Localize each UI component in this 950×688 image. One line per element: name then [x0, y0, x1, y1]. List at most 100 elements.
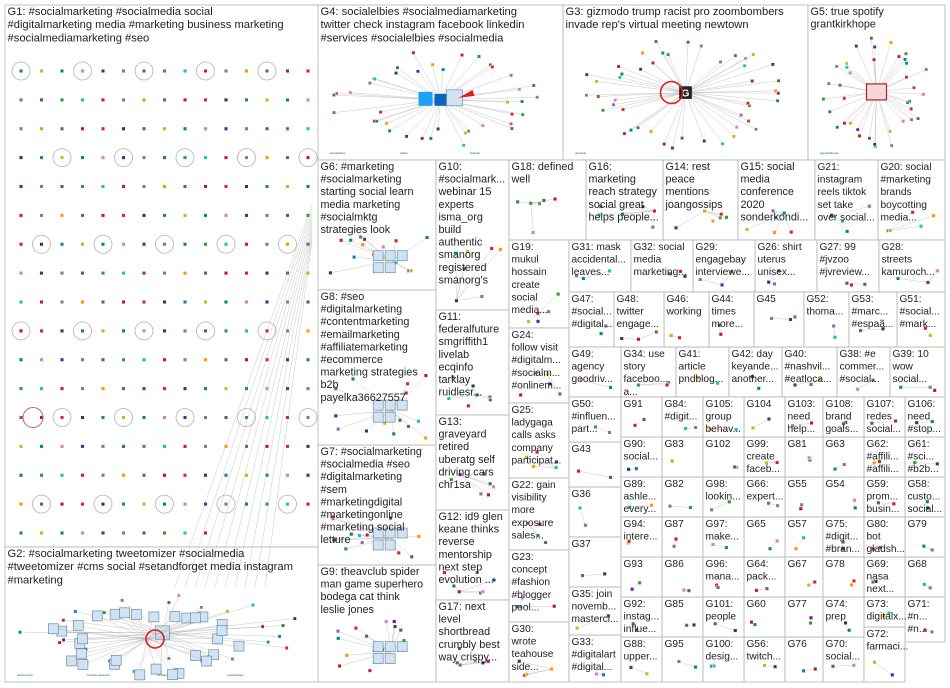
edge	[440, 55, 463, 100]
group-title-g58: G58:	[908, 479, 930, 490]
group-box-g85	[661, 596, 704, 638]
vertex	[162, 328, 167, 333]
group-title-g76: G76	[788, 639, 808, 650]
vertex	[182, 357, 188, 362]
edge	[413, 52, 441, 100]
edge	[685, 92, 778, 102]
group-box-g50	[568, 396, 622, 443]
vertex	[411, 50, 416, 55]
edge	[599, 210, 655, 216]
vertex	[554, 465, 559, 470]
vertex	[141, 386, 147, 391]
vertex	[549, 667, 554, 672]
group-title-g83: G83	[665, 439, 685, 450]
group-box-g99	[743, 436, 786, 478]
vertex	[652, 208, 657, 214]
group-g52	[831, 324, 838, 340]
vertex	[39, 126, 44, 131]
group-title-g72: G72:	[867, 629, 889, 640]
vertex	[59, 328, 65, 333]
group-term: bot	[867, 532, 881, 543]
group-box-g4	[317, 4, 564, 161]
group-title-g59: G59:	[867, 479, 889, 490]
vertex	[336, 636, 341, 641]
group-term: redes	[867, 412, 892, 423]
vertex	[626, 539, 632, 544]
vertex	[790, 423, 795, 428]
group-term: strategies look	[321, 224, 391, 236]
group-g88	[628, 665, 649, 676]
vertex	[524, 672, 529, 677]
vertex	[203, 415, 208, 420]
group-term: busin...	[867, 504, 900, 515]
edge	[395, 72, 441, 101]
vertex	[100, 242, 106, 247]
edge	[146, 638, 240, 647]
vertex	[335, 629, 341, 634]
group-term: over social...	[818, 212, 875, 223]
vertex	[772, 230, 777, 235]
group-g59	[876, 500, 896, 506]
group-title-g31: G31: mask	[572, 242, 622, 253]
vertex	[244, 299, 249, 305]
group-term: digitalx...	[867, 612, 907, 623]
vertex	[764, 586, 769, 591]
vertex	[244, 68, 249, 74]
edge	[456, 251, 468, 301]
vertex	[182, 299, 188, 305]
edge	[81, 638, 147, 655]
vertex	[813, 666, 818, 672]
vertex	[100, 473, 106, 478]
edge	[685, 92, 737, 128]
vertex	[59, 97, 65, 102]
group-term: mentorship	[439, 549, 492, 561]
group-term: chr1sa	[439, 479, 471, 491]
vertex	[640, 51, 645, 55]
vertex	[182, 386, 188, 391]
group-title-g68: G68	[908, 559, 928, 570]
group-term: goals...	[826, 424, 859, 435]
vertex	[305, 97, 311, 102]
vertex	[732, 464, 737, 469]
edge	[79, 638, 147, 644]
vertex	[59, 155, 65, 160]
vertex	[223, 155, 229, 160]
vertex	[39, 328, 44, 333]
edge	[697, 377, 718, 384]
vertex	[378, 110, 383, 115]
vertex	[455, 660, 460, 665]
edge	[448, 394, 478, 399]
vertex	[57, 640, 62, 645]
vertex	[223, 68, 229, 74]
vertex	[337, 663, 342, 669]
self-loop	[216, 494, 236, 514]
vertex	[59, 242, 65, 247]
vertex	[39, 155, 44, 160]
vertex	[292, 616, 297, 621]
vertex	[872, 57, 877, 62]
group-title-g28: G28:	[882, 242, 904, 253]
group-g107	[869, 418, 898, 426]
group-term: reverse	[439, 536, 475, 548]
vertex	[782, 211, 787, 216]
group-box-g89	[620, 476, 663, 518]
edge	[536, 451, 557, 468]
edge	[711, 501, 730, 511]
vertex	[100, 386, 106, 391]
vertex	[681, 588, 686, 593]
vertex	[121, 502, 126, 507]
vertex	[584, 93, 589, 98]
vertex	[718, 215, 723, 220]
vertex	[670, 459, 675, 464]
vertex	[821, 97, 826, 102]
vertex	[121, 155, 126, 160]
node-label: setandforget	[227, 673, 244, 677]
group-box-g28	[878, 239, 946, 293]
edge	[345, 537, 392, 550]
group-title-g95: G95	[665, 639, 685, 650]
group-title-g100: G100:	[706, 639, 734, 650]
group-title-g33: G33:	[572, 637, 594, 648]
vertex	[809, 420, 814, 425]
vertex	[367, 668, 372, 673]
vertex	[876, 500, 881, 505]
